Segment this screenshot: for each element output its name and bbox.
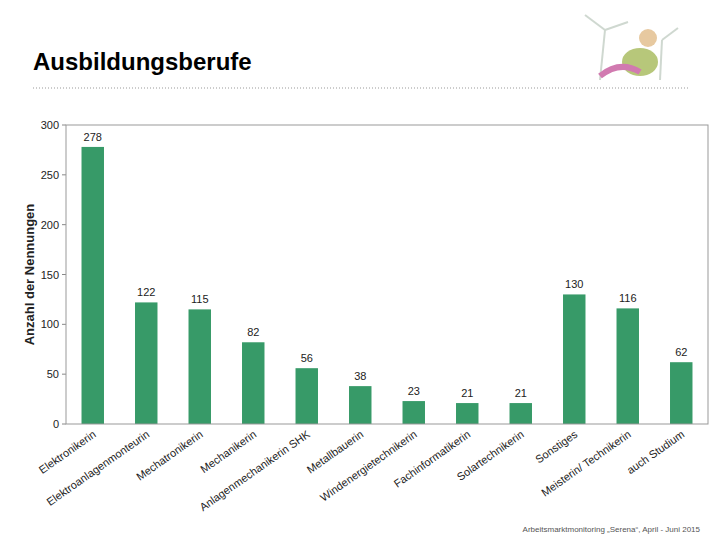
bar <box>135 302 157 424</box>
y-tick <box>62 174 66 175</box>
x-tick-label: Elektroanlagenmonteurin <box>44 428 151 508</box>
source: Arbeitsmarktmonitoring „Serena“, April -… <box>523 525 701 534</box>
data-label: 82 <box>247 326 259 338</box>
bar <box>242 342 264 424</box>
y-axis-title: Anzahl der Nennungen <box>22 204 37 346</box>
plot-frame <box>66 125 708 424</box>
title: Ausbildungsberufe <box>33 48 252 75</box>
title-rule <box>33 88 690 89</box>
turbine-blade <box>662 28 678 40</box>
bar <box>403 401 425 424</box>
y-tick-label: 150 <box>41 269 59 281</box>
y-tick-label: 250 <box>41 169 59 181</box>
x-tick-label: Meisterin/ Technikerin <box>539 428 633 499</box>
turbine-mast <box>660 40 662 80</box>
data-label: 130 <box>565 278 583 290</box>
bar <box>617 308 639 424</box>
bar <box>563 294 585 424</box>
bar <box>82 147 104 424</box>
bar <box>456 403 478 424</box>
data-label: 116 <box>619 292 637 304</box>
y-tick-label: 0 <box>53 418 59 430</box>
y-tick <box>62 125 66 126</box>
y-tick-label: 50 <box>47 368 59 380</box>
figure-head <box>639 29 657 47</box>
data-label: 62 <box>675 346 687 358</box>
y-tick <box>62 424 66 425</box>
y-tick <box>62 374 66 375</box>
x-tick-label: auch Studium <box>624 428 686 476</box>
y-tick-label: 100 <box>41 318 59 330</box>
illustration <box>585 15 678 80</box>
y-tick <box>62 324 66 325</box>
data-label: 278 <box>84 131 102 143</box>
y-tick <box>62 224 66 225</box>
chart: Ausbildungsberufe 0 50 100 150 200 250 300 Anzah… <box>0 0 720 540</box>
bar <box>670 362 692 424</box>
bars <box>82 147 693 424</box>
data-label: 38 <box>354 370 366 382</box>
bar <box>296 368 318 424</box>
bar <box>189 309 211 424</box>
y-tick <box>62 274 66 275</box>
data-label: 115 <box>191 293 209 305</box>
data-label: 23 <box>408 385 420 397</box>
bar <box>510 403 532 424</box>
x-tick-label: Mechatronikerin <box>134 428 205 483</box>
y-tick-label: 200 <box>41 219 59 231</box>
turbine-blade <box>605 22 628 30</box>
x-tick-label: Anlagenmechanikerin SHK <box>197 427 312 513</box>
x-tick-label: Sonstiges <box>533 428 580 466</box>
data-label: 56 <box>301 352 313 364</box>
turbine-blade <box>585 15 605 30</box>
data-label: 21 <box>461 387 473 399</box>
y-tick-label: 300 <box>41 119 59 131</box>
data-label: 122 <box>137 286 155 298</box>
x-tick-label: Solartechnikerin <box>454 428 525 483</box>
figure-legs <box>600 67 640 76</box>
x-tick-label: Windenergietechnikerin <box>318 428 419 504</box>
bar <box>349 386 371 424</box>
data-label: 21 <box>515 387 527 399</box>
